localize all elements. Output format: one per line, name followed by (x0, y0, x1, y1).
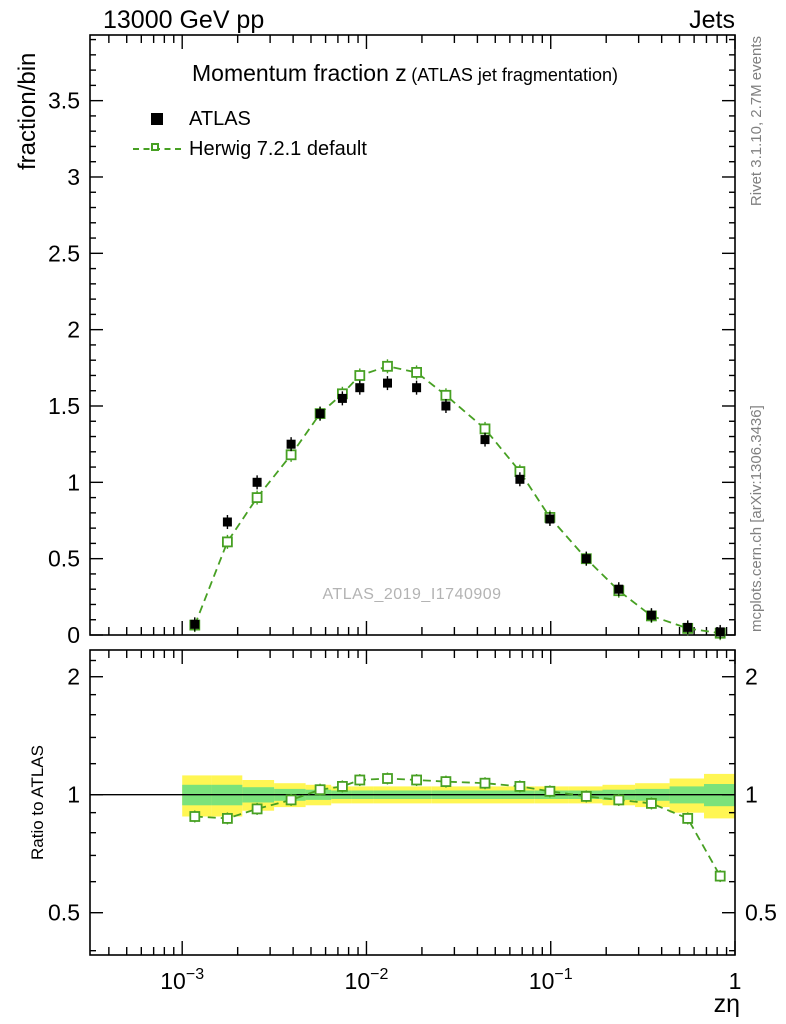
svg-text:10−2: 10−2 (345, 966, 389, 994)
atlas-marker-icon (133, 111, 181, 127)
svg-text:1: 1 (745, 782, 758, 808)
header-analysis-tag: Jets (689, 6, 735, 34)
svg-text:1: 1 (67, 782, 80, 808)
legend-item-herwig: Herwig 7.2.1 default (133, 134, 367, 164)
svg-text:0.5: 0.5 (48, 546, 80, 572)
svg-text:1: 1 (67, 469, 80, 495)
mcplots-arxiv-note: mcplots.cern.ch [arXiv:1306.3436] (748, 405, 765, 632)
x-axis-label: zη (713, 990, 740, 1018)
svg-text:2: 2 (67, 317, 80, 343)
svg-text:0.5: 0.5 (745, 900, 777, 926)
svg-text:10−3: 10−3 (160, 966, 204, 994)
header-beam-energy: 13000 GeV pp (103, 6, 265, 34)
y-axis-label-main: fraction/bin (14, 52, 41, 170)
svg-text:10−1: 10−1 (529, 966, 573, 994)
plot-title-main: Momentum fraction z (192, 60, 407, 86)
legend-item-atlas: ATLAS (133, 104, 367, 134)
svg-text:2: 2 (67, 664, 80, 690)
legend: ATLAS Herwig 7.2.1 default (133, 104, 367, 164)
svg-text:2.5: 2.5 (48, 240, 80, 266)
svg-text:1: 1 (729, 968, 742, 994)
analysis-id-watermark: ATLAS_2019_I1740909 (322, 586, 502, 603)
legend-label-herwig: Herwig 7.2.1 default (189, 137, 367, 160)
herwig-marker-icon (133, 141, 181, 157)
svg-text:0: 0 (67, 622, 80, 648)
legend-label-atlas: ATLAS (189, 107, 251, 130)
plot-title: Momentum fraction z (ATLAS jet fragmenta… (120, 60, 690, 87)
y-axis-label-ratio: Ratio to ATLAS (28, 745, 47, 860)
svg-text:2: 2 (745, 664, 758, 690)
svg-text:0.5: 0.5 (48, 900, 80, 926)
svg-text:3: 3 (67, 164, 80, 190)
svg-text:1.5: 1.5 (48, 393, 80, 419)
svg-text:3.5: 3.5 (48, 88, 80, 114)
plot-title-suffix: (ATLAS jet fragmentation) (411, 65, 618, 85)
